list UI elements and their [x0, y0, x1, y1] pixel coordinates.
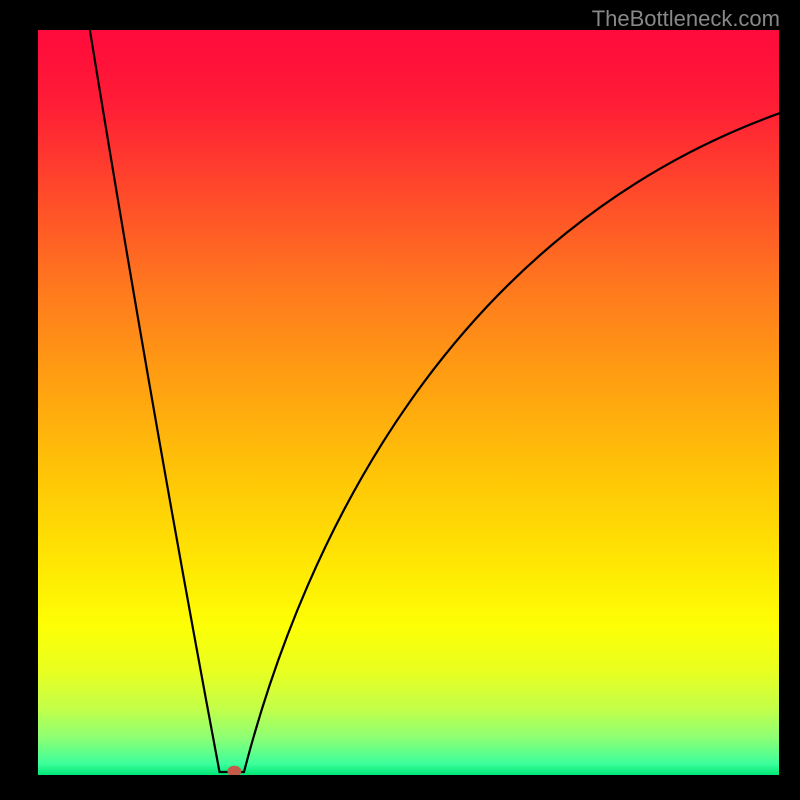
plot-area [38, 30, 779, 775]
chart-container: TheBottleneck.com [0, 0, 800, 800]
watermark-text: TheBottleneck.com [592, 6, 780, 32]
plot-svg [38, 30, 779, 775]
